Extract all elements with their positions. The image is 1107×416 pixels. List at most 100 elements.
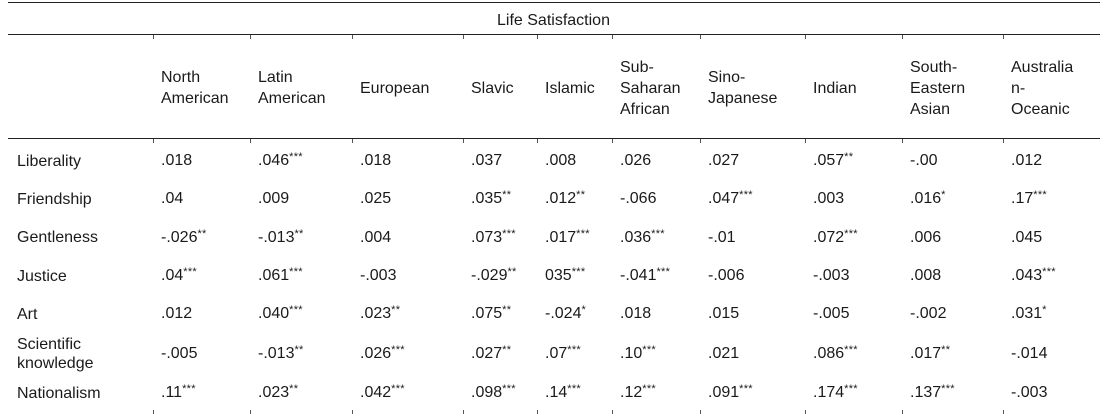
significance-stars: *** <box>182 383 196 395</box>
significance-stars: ** <box>294 343 304 356</box>
cell-north-american: .04 <box>153 180 250 218</box>
cell-north-american: .012 <box>153 295 250 333</box>
coefficient-value: .040 <box>258 305 290 322</box>
significance-stars: *** <box>642 343 656 356</box>
cell-latin-american: -.013 ** <box>250 333 352 374</box>
column-tick <box>1003 35 1004 39</box>
cell-indian: -.005 <box>805 295 902 333</box>
cell-european: .026 *** <box>352 333 465 374</box>
column-header-line: Latin <box>258 69 293 86</box>
cell-sub-saharan-african: .018 <box>612 295 700 333</box>
coefficient-value: .046 <box>258 152 290 169</box>
coefficient-value: .008 <box>910 267 942 284</box>
significance-stars: *** <box>941 383 955 395</box>
cell-north-american: -.005 <box>153 333 250 374</box>
cell-european: .042 *** <box>352 374 465 412</box>
cell-south-eastern-asian: .006 <box>902 218 1003 257</box>
coefficient-value: .057 <box>813 152 845 169</box>
cell-islamic: .14 *** <box>537 374 612 412</box>
column-header-line: Australia <box>1011 58 1074 76</box>
cell-sub-saharan-african: .12 *** <box>612 374 700 412</box>
cell-sino-japanese: -.01 <box>700 218 805 257</box>
coefficient-value: .17 <box>1011 190 1034 207</box>
cell-latin-american: .023 ** <box>250 374 352 412</box>
coefficient-value: .017 <box>910 344 942 362</box>
cell-european: -.003 <box>352 257 465 295</box>
column-tick <box>902 410 903 414</box>
cell-north-american: .04 *** <box>153 257 250 295</box>
coefficient-value: .009 <box>258 190 290 207</box>
coefficient-value: .04 <box>161 267 184 284</box>
cell-north-american: .018 <box>153 142 250 180</box>
significance-stars: ** <box>197 227 207 240</box>
column-header-line: n- <box>1011 79 1026 97</box>
cell-australian-oceanic: .17 *** <box>1003 180 1107 218</box>
coefficient-value: -.026 <box>161 228 198 246</box>
table-row-justice: Justice .04 *** .061 *** -.003 -.029 ** 035 *** -.… <box>0 257 1107 295</box>
significance-stars: *** <box>571 266 586 278</box>
significance-stars: ** <box>941 343 951 356</box>
significance-stars: *** <box>502 383 516 395</box>
cell-sino-japanese: .091 *** <box>700 374 805 412</box>
row-label-line: knowledge <box>17 354 94 372</box>
coefficient-value: .003 <box>813 190 845 207</box>
row-label-line: Scientific <box>17 335 82 353</box>
column-header-south-eastern-asian: South- Eastern Asian <box>902 40 1003 136</box>
column-header-line: African <box>620 100 670 118</box>
significance-stars: ** <box>844 151 854 163</box>
cell-latin-american: .040 *** <box>250 295 352 333</box>
significance-stars: *** <box>391 343 405 356</box>
column-tick <box>1003 410 1004 414</box>
column-tick <box>700 139 701 143</box>
cell-european: .025 <box>352 180 465 218</box>
coefficient-value: -.00 <box>910 152 938 169</box>
coefficient-value: .017 <box>545 228 577 246</box>
significance-stars: ** <box>391 304 401 316</box>
coefficient-value: -.005 <box>161 344 198 362</box>
significance-stars: *** <box>656 266 671 278</box>
coefficient-value: .018 <box>161 152 193 169</box>
coefficient-value: .023 <box>360 305 392 322</box>
coefficient-value: .14 <box>545 384 568 401</box>
coefficient-value: -.013 <box>258 344 295 362</box>
cell-indian: -.003 <box>805 257 902 295</box>
cell-australian-oceanic: -.014 <box>1003 333 1107 374</box>
significance-stars: * <box>581 304 587 316</box>
coefficient-value: -.003 <box>1011 384 1048 401</box>
column-tick <box>250 139 251 143</box>
column-header-north-american: North American <box>153 40 250 136</box>
coefficient-value: .016 <box>910 190 942 207</box>
super-header-rule <box>8 34 1100 35</box>
column-header-islamic: Islamic <box>537 40 612 136</box>
column-header-latin-american: Latin American <box>250 40 352 136</box>
column-header-line: Asian <box>910 100 951 118</box>
column-header-sino-japanese: Sino- Japanese <box>700 40 805 136</box>
coefficient-value: .012 <box>1011 152 1043 169</box>
column-header-line: Islamic <box>545 79 595 97</box>
significance-stars: *** <box>183 266 197 278</box>
coefficient-value: .075 <box>471 305 503 322</box>
cell-latin-american: -.013 ** <box>250 218 352 257</box>
column-tick <box>463 35 464 39</box>
column-header-indian: Indian <box>805 40 902 136</box>
cell-sub-saharan-african: .036 *** <box>612 218 700 257</box>
cell-european: .004 <box>352 218 465 257</box>
column-tick <box>153 410 154 414</box>
row-label: Justice <box>17 267 67 285</box>
column-tick <box>537 410 538 414</box>
row-label: Liberality <box>17 152 82 170</box>
significance-stars: *** <box>642 383 656 395</box>
cell-sino-japanese: .015 <box>700 295 805 333</box>
coefficient-value: .018 <box>620 305 652 322</box>
coefficient-value: -.041 <box>620 267 657 284</box>
coefficient-value: -.006 <box>708 267 745 284</box>
coefficient-value: .031 <box>1011 305 1043 322</box>
column-tick <box>902 35 903 39</box>
cell-south-eastern-asian: -.002 <box>902 295 1003 333</box>
column-tick <box>612 139 613 143</box>
column-tick <box>153 35 154 39</box>
row-label: Gentleness <box>17 229 98 246</box>
coefficient-value: .098 <box>471 384 503 401</box>
row-label: Art <box>17 305 38 323</box>
cell-slavic: -.029 ** <box>463 257 537 295</box>
